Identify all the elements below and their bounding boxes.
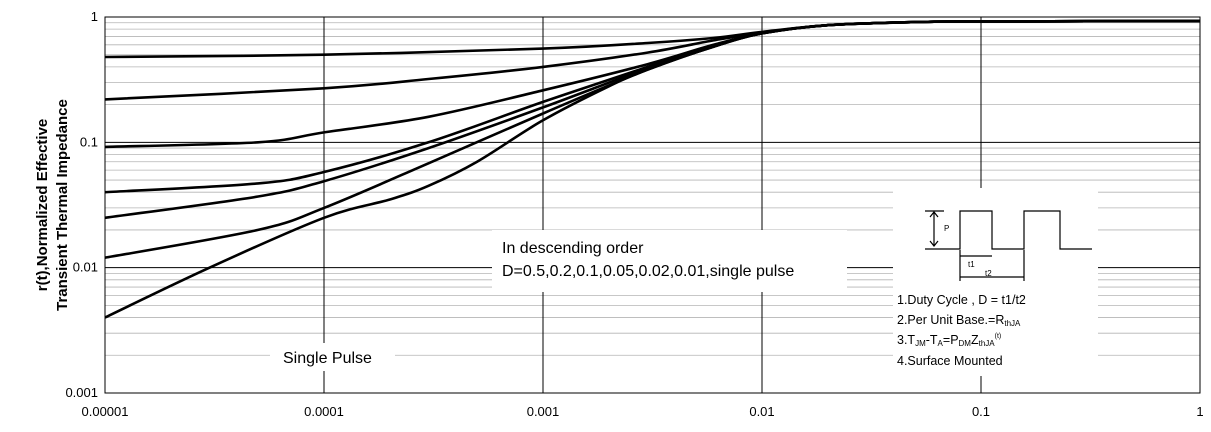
order-annotation-line1: In descending order <box>502 240 644 257</box>
x-tick-label: 0.1 <box>972 404 990 419</box>
x-tick-label: 0.001 <box>527 404 560 419</box>
inset-legend-line2-sub: thJA <box>1004 319 1021 328</box>
inset-legend-line2: 2.Per Unit Base.=RthJA <box>897 313 1021 328</box>
inset-legend-line3-sub2: A <box>938 339 944 348</box>
pulse-waveform <box>925 210 1092 250</box>
series-line-3 <box>104 19 1201 149</box>
x-tick-label: 1 <box>1196 404 1203 419</box>
inset-legend-line3-sub3: DM <box>959 339 972 348</box>
inset-legend-line3-sub4: thJA <box>979 339 996 348</box>
inset-legend-line3-z: Z <box>971 333 979 347</box>
order-annotation-box <box>492 230 847 292</box>
pulse-waveform-diagram <box>925 210 1092 281</box>
x-tick-label: 0.00001 <box>82 404 129 419</box>
inset-legend-line2-text: 2.Per Unit Base.=R <box>897 313 1004 327</box>
inset-legend-line3: 3.TJM-TA=PDMZthJA(t) <box>897 333 1001 348</box>
p-label: P <box>944 224 949 233</box>
inset-legend-line4: 4.Surface Mounted <box>897 354 1003 368</box>
y-axis-label-line2: Transient Thermal Impedance <box>54 99 71 311</box>
inset-legend-line3-mid: -T <box>926 333 938 347</box>
t2-label: t2 <box>985 269 992 278</box>
series-group <box>104 19 1201 319</box>
series-line-7 <box>104 19 1201 319</box>
series-line-2 <box>104 19 1201 101</box>
inset-legend-line3-sup: (t) <box>995 333 1002 340</box>
x-tick-labels: 0.00001 0.0001 0.001 0.01 0.1 1 <box>82 404 1204 419</box>
single-pulse-label: Single Pulse <box>283 350 372 367</box>
series-line-4 <box>104 19 1201 194</box>
p-arrow-bottom-head <box>929 240 939 247</box>
y-tick-label: 0.01 <box>73 260 98 275</box>
single-pulse-box <box>270 343 395 371</box>
inset-legend-line3-eq: =P <box>943 333 959 347</box>
plot-frame <box>104 16 1201 394</box>
inset-legend-line1: 1.Duty Cycle , D = t1/t2 <box>897 293 1026 307</box>
inset-box <box>893 188 1098 376</box>
order-annotation-line2: D=0.5,0.2,0.1,0.05,0.02,0.01,single puls… <box>502 263 794 280</box>
y-tick-label: 0.1 <box>80 134 98 149</box>
p-arrow-top-head <box>929 211 939 218</box>
y-tick-label: 1 <box>91 9 98 24</box>
y-tick-label: 0.001 <box>65 385 98 400</box>
y-axis-label-line1: r(t),Normalized Effective <box>34 119 51 292</box>
x-tick-label: 0.01 <box>749 404 774 419</box>
t1-label: t1 <box>968 260 975 269</box>
inset-legend-line3-text: 3.T <box>897 333 915 347</box>
y-tick-labels: 0.001 0.01 0.1 1 <box>65 9 98 400</box>
x-tick-label: 0.0001 <box>304 404 344 419</box>
inset-legend-line3-sub1: JM <box>915 339 926 348</box>
